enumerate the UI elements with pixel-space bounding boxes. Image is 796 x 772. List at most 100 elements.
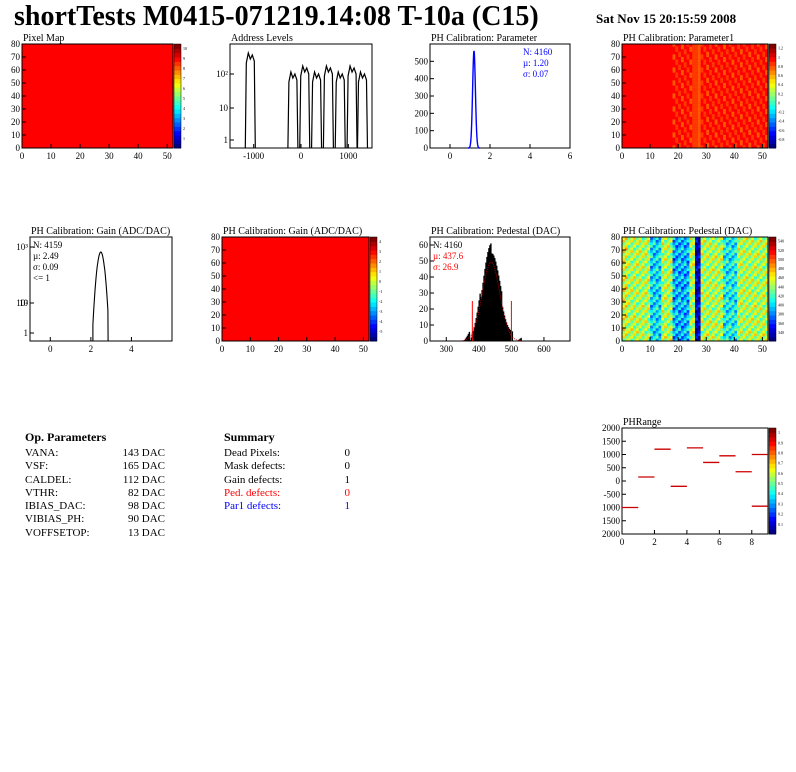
heatmap-cell [664, 244, 668, 248]
heatmap-cell [717, 98, 721, 102]
heatmap-cell [748, 51, 752, 55]
heatmap-cell [748, 54, 752, 57]
heatmap-cell [731, 307, 735, 311]
heatmap-cell [759, 276, 763, 279]
heatmap-cell [641, 302, 645, 305]
heatmap-cell [745, 294, 749, 298]
palette-cell [769, 87, 776, 93]
y-tick-label: 0 [616, 476, 621, 486]
heatmap-cell [622, 276, 626, 279]
heatmap-cell [622, 299, 626, 303]
heatmap-cell [711, 64, 715, 68]
heatmap-cell [745, 317, 749, 321]
heatmap-cell [709, 250, 713, 253]
heatmap-cell [669, 252, 673, 256]
heatmap-cell [686, 247, 690, 251]
heatmap-cell [686, 283, 690, 287]
heatmap-cell [692, 247, 696, 251]
heatmap-cell [714, 276, 718, 279]
heatmap-cell [748, 328, 752, 331]
heatmap-cell [723, 257, 727, 261]
heatmap-cell [692, 330, 696, 334]
heatmap-cell [627, 263, 631, 266]
heatmap-cell [731, 237, 735, 240]
heatmap-cell [686, 307, 690, 311]
heatmap-cell [709, 315, 713, 318]
heatmap-cell [709, 137, 712, 141]
heatmap-cell [697, 335, 701, 339]
heatmap-cell [633, 294, 637, 298]
heatmap-cell [739, 239, 744, 243]
heatmap-cell [756, 296, 760, 300]
heatmap-cell [680, 317, 685, 321]
heatmap-cell [703, 315, 707, 318]
heatmap-cell [739, 64, 743, 68]
heatmap-cell [692, 59, 695, 63]
heatmap-cell [725, 250, 729, 253]
heatmap-cell [706, 289, 710, 292]
heatmap-cell [686, 304, 690, 308]
histogram-line [92, 251, 109, 342]
heatmap-cell [709, 312, 713, 316]
heatmap-cell [756, 122, 760, 125]
heatmap-cell [641, 276, 645, 279]
heatmap-cell [666, 265, 671, 269]
palette-cell [174, 52, 181, 58]
heatmap-cell [641, 307, 645, 311]
heatmap-cell [709, 96, 712, 99]
heatmap-cell [636, 260, 640, 264]
heatmap-cell [692, 239, 696, 243]
heatmap-cell [742, 70, 746, 73]
heatmap-cell [624, 244, 628, 248]
heatmap-cell [753, 289, 758, 292]
heatmap-cell [638, 247, 642, 251]
heatmap-cell [624, 237, 628, 240]
heatmap-cell [706, 119, 710, 122]
palette-cell [370, 280, 377, 286]
heatmap-cell [672, 83, 676, 86]
heatmap-cell [734, 276, 738, 279]
heatmap-cell [745, 62, 749, 65]
y-tick-label: 20 [611, 117, 621, 127]
heatmap-cell [759, 312, 763, 316]
heatmap-cell [655, 276, 659, 279]
chart-title: PH Calibration: Parameter [431, 33, 538, 44]
heatmap-cell [700, 145, 704, 148]
stat-sigma: σ: 0.09 [33, 262, 59, 272]
heatmap-cell [703, 296, 707, 300]
heatmap-cell [759, 72, 763, 76]
y-tick-label: 40 [611, 91, 621, 101]
heatmap-cell [720, 80, 724, 83]
heatmap-cell [751, 98, 754, 102]
heatmap-cell [695, 83, 698, 86]
heatmap-cell [714, 296, 718, 300]
summary-title: Summary [224, 430, 275, 444]
heatmap-cell [692, 252, 696, 256]
heatmap-cell [742, 54, 746, 57]
heatmap-cell [725, 114, 729, 117]
heatmap-cell [644, 250, 648, 253]
heatmap-cell [652, 237, 656, 240]
heatmap-cell [678, 252, 682, 256]
heatmap-cell [720, 244, 724, 248]
heatmap-cell [652, 268, 656, 272]
heatmap-cell [723, 111, 726, 115]
heatmap-cell [762, 320, 766, 324]
heatmap-cell [762, 307, 766, 311]
heatmap-cell [703, 333, 707, 337]
heatmap-cell [655, 335, 659, 339]
heatmap-cell [680, 322, 685, 326]
heatmap-cell [723, 299, 727, 303]
heatmap-cell [731, 257, 735, 261]
y-tick-label: 10 [19, 298, 29, 308]
heatmap-cell [683, 103, 687, 107]
heatmap-cell [689, 325, 693, 329]
heatmap-cell [709, 278, 713, 282]
heatmap-cell [734, 106, 738, 109]
heatmap-cell [650, 296, 654, 300]
heatmap-cell [622, 286, 626, 290]
heatmap-cell [745, 335, 749, 339]
heatmap-cell [664, 283, 668, 287]
address-peak [356, 69, 369, 149]
heatmap-cell [641, 333, 645, 337]
